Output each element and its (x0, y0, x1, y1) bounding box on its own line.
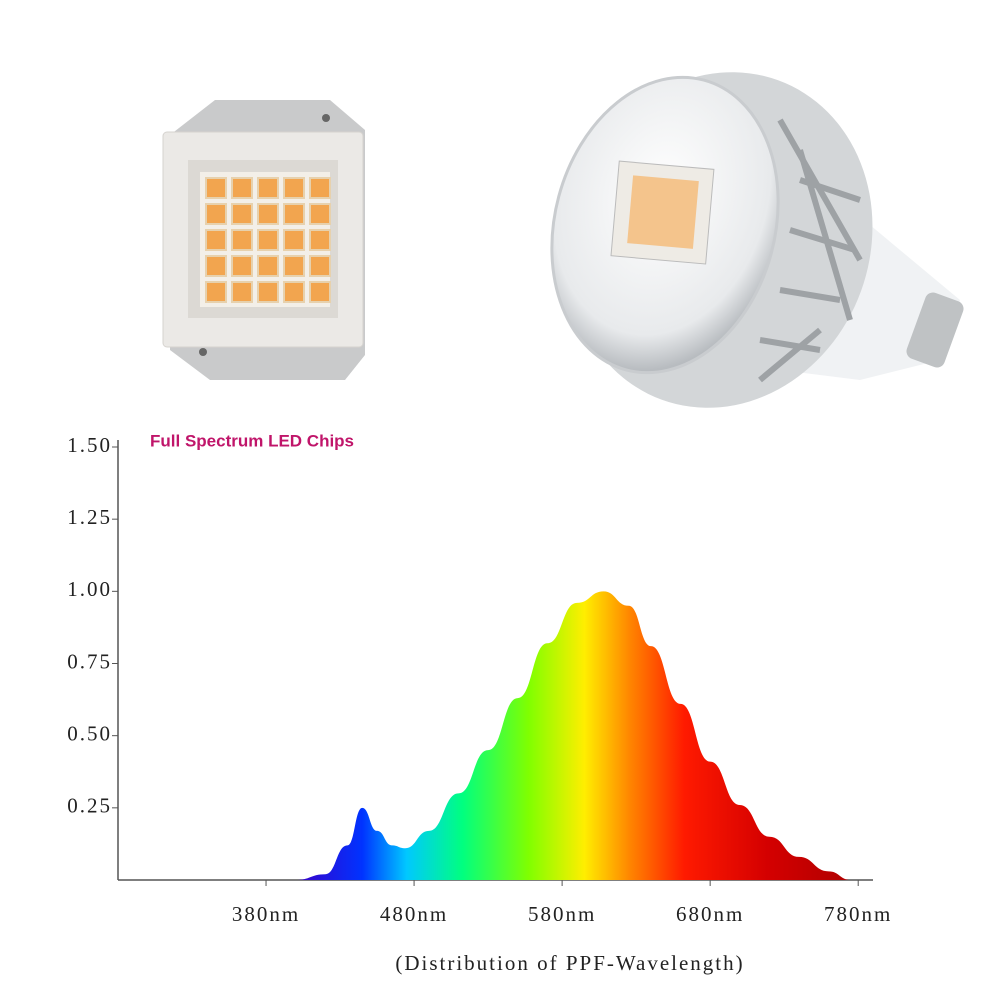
y-tick-label: 0.25 (67, 794, 112, 818)
y-tick-label: 1.25 (67, 505, 112, 529)
y-tick-label: 0.50 (67, 721, 112, 745)
x-tick-label: 480nm (380, 902, 448, 926)
spectrum-area (295, 591, 851, 880)
x-tick-label: 580nm (528, 902, 596, 926)
x-axis-label: (Distribution of PPF-Wavelength) (395, 951, 744, 975)
chart-title: Full Spectrum LED Chips (150, 431, 354, 450)
bulb-photo (550, 72, 964, 408)
x-tick-label: 780nm (824, 902, 892, 926)
x-tick-label: 680nm (676, 902, 744, 926)
led-chip-photo (162, 100, 365, 380)
x-tick-label: 380nm (232, 902, 300, 926)
y-tick-label: 0.75 (67, 649, 112, 673)
y-tick-label: 1.50 (67, 433, 112, 457)
y-tick-label: 1.00 (67, 577, 112, 601)
